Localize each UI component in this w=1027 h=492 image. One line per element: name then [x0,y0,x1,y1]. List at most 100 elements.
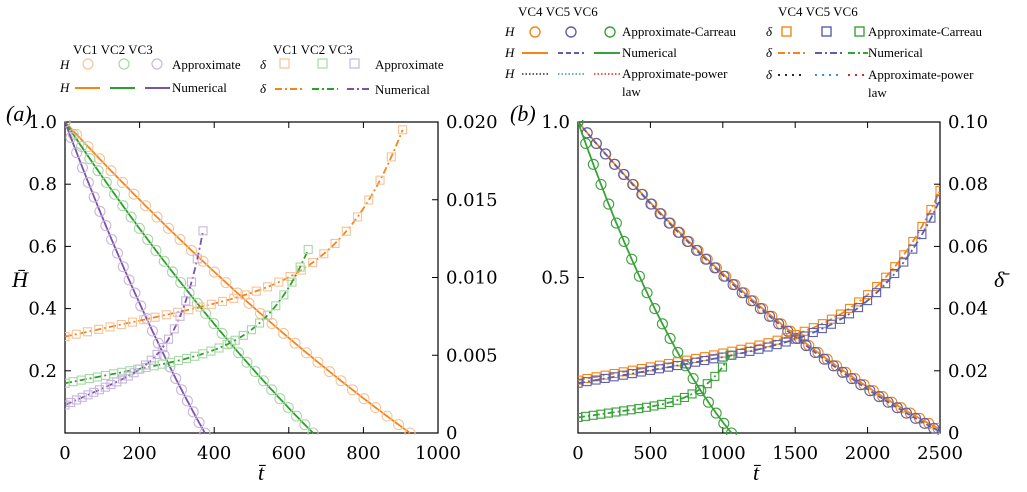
legend-a-vc3-circle [151,58,163,70]
plotA-VC1-marker [364,195,374,205]
legend-b-h-sym-3: H [504,66,515,81]
legend-b-vc6-circle [604,26,616,38]
plotA-VC1-marker [404,427,416,435]
plotB-VC5-marker [578,378,583,388]
plotA-VC3-marker [123,371,133,381]
plotA-VC3-marker [135,300,147,312]
plotB-VC5-marker [654,208,666,220]
plotB-VC5-marker [754,303,766,315]
panel-a-legend: VC1 VC2 VC3 VC1 VC2 VC3 H Approximate H … [59,42,444,97]
plotA-VC1-h-line [65,121,411,434]
plotB-VC5-marker [609,372,619,382]
panel-a-label: (a) [6,101,32,126]
plotA-VC2-marker [208,317,220,330]
plotB-VC5-marker [663,217,675,229]
plotB-VC5-marker [590,137,602,150]
plotA-VC3-marker [100,382,110,392]
plotB-VC5-marker [672,360,683,371]
plotA-VC1-marker [94,324,104,334]
plotB-ytick-left-label: 1.0 [541,112,570,133]
plotA-VC3-marker [106,379,116,390]
plotB-VC5-marker [937,428,940,435]
plotA-VC2-marker [238,330,248,340]
plotB-VC5-marker [645,198,657,210]
plotA-VC2-marker [92,165,104,177]
plotB-VC6-delta-line [578,354,731,419]
plotB-VC5-marker [700,253,712,265]
legend-a-h-sym-1: H [59,57,70,72]
plotA-VC3-delta-line [65,230,204,406]
plotB-VC5-marker [736,287,748,299]
plotB-VC5-marker [627,369,637,379]
plotB-VC5-marker [718,270,730,282]
plotA-VC1-marker [105,165,117,177]
legend-b-d-sym-2: δ [766,45,773,60]
plotA-xtick-label: 0 [59,443,70,464]
plotA-VC1-marker [398,125,408,135]
legend-b-vc6-square [854,26,865,37]
plotB-VC5-marker [853,303,864,313]
plotA-VC3-h-line [65,121,206,434]
plotB-VC4-marker [826,314,836,324]
plotB-VC6-marker [664,332,676,345]
plotB-VC6-marker [725,350,735,360]
plotB-VC6-marker [595,178,607,191]
plotB-VC5-marker [591,375,601,385]
plotA-VC1-marker [195,302,205,312]
panel-b-plot: 0 500 1000 1500 2000 2500 0.5 1.0 0 0.02 0.04 0.06 0… [541,112,988,464]
plotB-VC4-marker [926,204,936,215]
plotB-VC4-marker [877,390,889,403]
plotA-VC1-marker [346,384,359,396]
plotA-VC3-marker [181,395,193,407]
plotB-VC6-marker [725,427,738,435]
plotB-VC5-marker [835,314,846,324]
plotA-VC3-marker [89,387,99,397]
plotB-VC5-marker [709,354,719,364]
plotA-VC2-marker [299,419,311,431]
panel-a-ylabel: H̄ [11,267,29,292]
plotA-VC2-marker [295,262,305,272]
plotB-xtick-label: 1500 [772,443,818,464]
plotB-VC6-marker [578,120,584,128]
plotB-VC5-marker [808,327,818,338]
plotA-ytick-right-label: 0.005 [446,345,498,366]
plotA-VC2-marker [287,277,297,287]
plotB-VC5-marker [890,268,900,279]
plotA-VC2-marker [266,384,278,396]
plotB-VC5-marker [881,279,891,289]
plotB-ytick-right-label: 0.10 [948,112,988,133]
plotB-VC4-marker [899,250,909,260]
plotB-VC5-marker [773,318,785,330]
plotA-VC3-marker [146,325,158,337]
plotA-VC1-marker [353,212,363,222]
plotA-VC3-marker [199,427,211,435]
plotB-VC5-marker [926,213,936,223]
plotA-VC3-marker [65,120,71,128]
plotA-VC2-marker [109,188,121,200]
plotA-VC1-marker [128,188,140,200]
plotA-VC3-marker [66,397,76,408]
plotA-VC3-marker [100,220,112,232]
plotB-VC5-marker [864,385,876,397]
plotB-VC5-marker [764,310,776,322]
plotA-VC1-marker [381,410,393,422]
plotB-VC4-marker [821,353,833,365]
plotB-VC5-h-line [578,121,940,433]
plotA-VC3-marker [152,349,162,359]
plotB-xtick-label: 1000 [700,443,746,464]
legend-a-vc2-square [317,58,328,69]
plotA-VC3-marker [192,254,202,264]
plotB-VC5-marker [919,417,931,429]
plotB-VC5-marker [836,366,849,378]
plotA-VC1-marker [162,222,175,234]
plotB-VC5-marker [691,357,701,367]
plotB-VC5-marker [654,364,665,374]
plotA-VC2-marker [214,343,224,353]
plotB-VC5-marker [636,188,648,200]
plotB-VC5-marker [909,412,922,424]
plotB-VC5-marker [600,373,610,383]
plotB-VC4-marker [935,185,940,195]
plotB-VC5-marker [935,195,940,205]
plotA-VC2-marker [84,153,96,165]
plotB-xtick-label: 2500 [917,443,963,464]
